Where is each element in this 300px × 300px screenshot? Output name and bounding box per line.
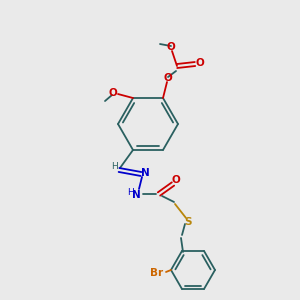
Text: S: S <box>184 217 192 227</box>
Text: O: O <box>164 73 172 83</box>
Text: Br: Br <box>150 268 164 278</box>
Text: O: O <box>172 175 180 185</box>
Text: N: N <box>132 190 140 200</box>
Text: O: O <box>109 88 117 98</box>
Text: O: O <box>196 58 204 68</box>
Text: H: H <box>127 188 134 197</box>
Text: N: N <box>141 168 149 178</box>
Text: H: H <box>111 163 117 172</box>
Text: O: O <box>167 42 176 52</box>
